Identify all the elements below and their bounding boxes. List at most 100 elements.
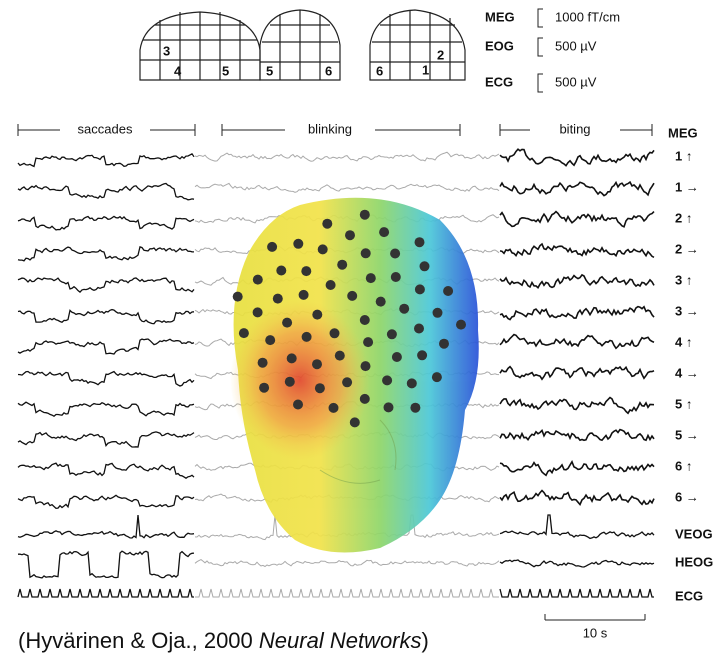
electrode bbox=[252, 274, 263, 285]
signal-trace bbox=[499, 514, 655, 540]
citation-prefix: (Hyvärinen & Oja., 2000 bbox=[18, 628, 259, 653]
signal-trace bbox=[499, 210, 655, 228]
signal-trace bbox=[17, 246, 195, 262]
channel-label: 5 → bbox=[675, 427, 699, 442]
electrode bbox=[282, 317, 293, 328]
electrode bbox=[379, 227, 390, 238]
channel-label: 3 ↑ bbox=[675, 272, 692, 287]
electrode bbox=[284, 376, 295, 387]
electrode bbox=[390, 248, 401, 259]
electrode bbox=[359, 393, 370, 404]
electrode bbox=[419, 261, 430, 272]
scale-value: 500 µV bbox=[555, 74, 597, 89]
signal-trace bbox=[17, 462, 195, 479]
signal-trace bbox=[17, 550, 195, 579]
electrode bbox=[337, 259, 348, 270]
electrode bbox=[439, 338, 449, 349]
helmet-number: 4 bbox=[174, 63, 182, 78]
signal-trace bbox=[17, 338, 195, 355]
electrode bbox=[317, 244, 328, 255]
electrode bbox=[272, 293, 283, 304]
channel-label: 2 ↑ bbox=[675, 210, 692, 225]
electrode bbox=[232, 291, 243, 302]
segment-bar bbox=[221, 124, 461, 136]
electrode bbox=[238, 328, 249, 339]
channel-header: MEG bbox=[668, 125, 698, 140]
signal-trace bbox=[499, 242, 655, 259]
helmet bbox=[369, 9, 466, 81]
electrode bbox=[359, 315, 370, 325]
electrode bbox=[298, 289, 309, 300]
electrode bbox=[360, 361, 371, 372]
electrode bbox=[375, 296, 386, 307]
helmet-diagrams bbox=[139, 9, 466, 81]
signal-trace bbox=[499, 460, 655, 477]
segment-bar bbox=[499, 124, 653, 136]
electrode bbox=[360, 248, 371, 259]
channel-label: 1 → bbox=[675, 179, 699, 194]
electrode bbox=[414, 237, 425, 248]
segments: saccades blinking biting bbox=[17, 121, 653, 136]
electrode bbox=[265, 335, 276, 346]
citation: (Hyvärinen & Oja., 2000 Neural Networks) bbox=[18, 628, 429, 653]
electrode bbox=[390, 272, 401, 282]
electrode bbox=[382, 375, 393, 386]
electrode bbox=[342, 377, 353, 388]
electrode bbox=[301, 331, 312, 342]
signal-trace bbox=[17, 401, 195, 417]
signal-trace bbox=[194, 151, 500, 162]
citation-journal: Neural Networks bbox=[259, 628, 422, 653]
electrode bbox=[432, 307, 443, 318]
electrode bbox=[345, 230, 355, 241]
electrode bbox=[312, 359, 322, 370]
electrode bbox=[293, 238, 304, 249]
channel-label: 4 → bbox=[675, 365, 699, 380]
electrode bbox=[391, 352, 402, 362]
segment-label: blinking bbox=[308, 121, 352, 136]
electrode bbox=[329, 328, 340, 339]
signal-trace bbox=[499, 489, 655, 506]
channel-label: 2 → bbox=[675, 241, 699, 256]
helmet-number: 2 bbox=[437, 47, 444, 62]
citation-suffix: ) bbox=[422, 628, 429, 653]
scale-label: ECG bbox=[485, 74, 513, 89]
scale-label: MEG bbox=[485, 9, 515, 24]
electrode bbox=[414, 323, 424, 334]
signal-trace bbox=[17, 277, 195, 293]
signal-trace bbox=[17, 431, 195, 448]
helmet bbox=[139, 11, 261, 81]
electrode bbox=[417, 350, 428, 361]
helmet-number: 6 bbox=[376, 63, 383, 78]
signal-trace bbox=[499, 365, 655, 381]
electrode bbox=[386, 329, 397, 340]
segment-bar bbox=[17, 124, 196, 136]
helmet-number: 6 bbox=[325, 63, 332, 78]
signal-trace bbox=[499, 559, 655, 568]
electrode bbox=[443, 286, 454, 296]
electrode bbox=[383, 402, 394, 413]
electrode bbox=[276, 265, 287, 276]
electrode bbox=[252, 307, 263, 318]
helmet-number: 5 bbox=[266, 63, 273, 78]
electrode bbox=[414, 284, 425, 295]
signal-trace bbox=[499, 588, 654, 598]
channel-label: ECG bbox=[675, 588, 703, 603]
electrode bbox=[301, 266, 312, 277]
signal-trace bbox=[499, 396, 655, 415]
electrode bbox=[286, 353, 297, 364]
electrode bbox=[406, 378, 417, 389]
signal-trace bbox=[17, 370, 195, 387]
electrode bbox=[325, 280, 336, 290]
electrode bbox=[431, 372, 442, 383]
electrode bbox=[322, 218, 333, 229]
channel-label: 5 ↑ bbox=[675, 396, 692, 411]
signal-trace bbox=[17, 215, 195, 231]
electrode bbox=[259, 382, 270, 393]
electrodes bbox=[232, 209, 466, 428]
electrode bbox=[312, 309, 323, 320]
signal-trace bbox=[499, 273, 655, 289]
channel-label: 6 ↑ bbox=[675, 458, 692, 473]
scale-value: 1000 fT/cm bbox=[555, 9, 620, 24]
signal-trace bbox=[17, 182, 195, 201]
